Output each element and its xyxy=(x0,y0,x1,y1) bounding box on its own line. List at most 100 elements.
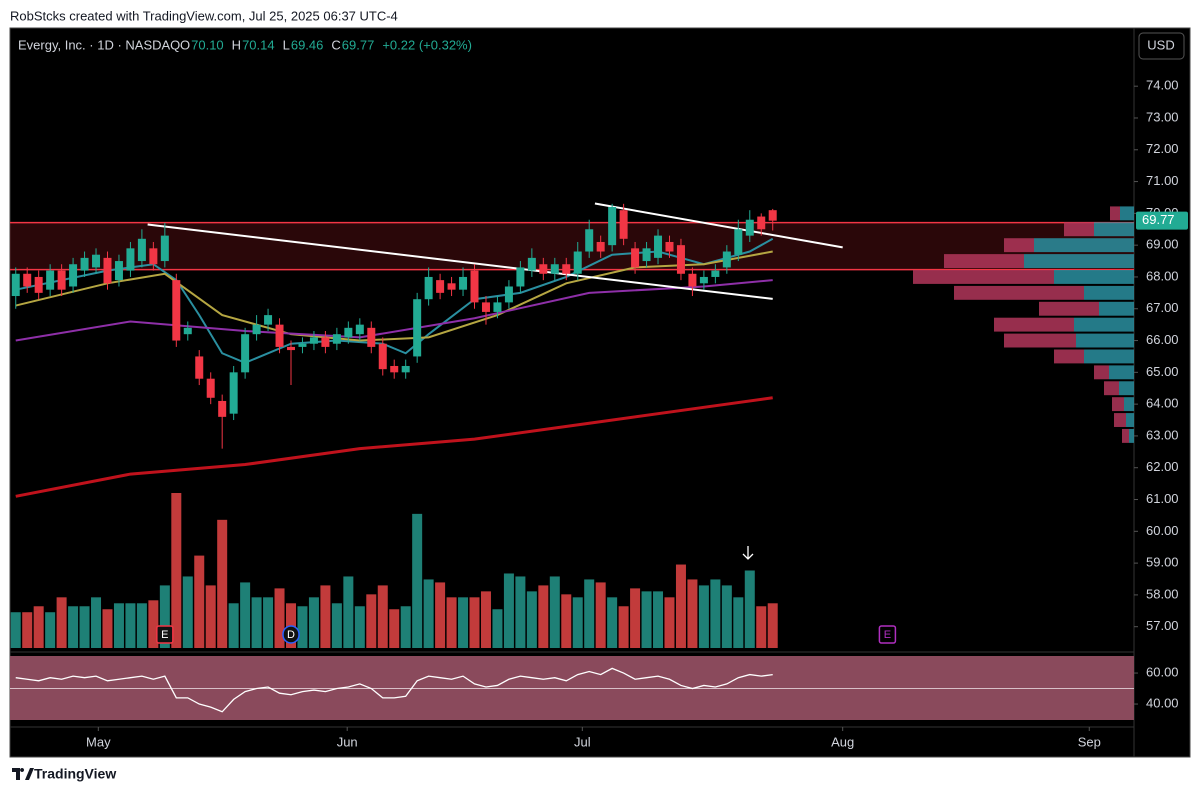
credit: RobStcks created with TradingView.com, J… xyxy=(10,8,398,23)
volume-bar xyxy=(607,597,618,648)
profile-up xyxy=(1129,428,1134,443)
rsi-background xyxy=(10,656,1134,720)
currency[interactable]: USD xyxy=(1147,37,1174,52)
candle-body xyxy=(378,343,387,370)
y-tick-label: 59.00 xyxy=(1146,555,1179,570)
x-tick-label: May xyxy=(86,734,111,749)
candle-body xyxy=(722,251,731,268)
profile-down xyxy=(1094,365,1109,380)
profile-up xyxy=(1034,238,1134,253)
candle-body xyxy=(287,346,295,351)
volume-bar xyxy=(136,603,147,648)
ohlc-value: 70.10 xyxy=(191,37,224,52)
volume-bar xyxy=(320,585,331,648)
candle-body xyxy=(149,248,158,265)
volume-bar xyxy=(56,597,67,648)
y-tick-label: 74.00 xyxy=(1146,78,1179,93)
candle-body xyxy=(229,372,238,414)
volume-bar xyxy=(446,597,457,648)
profile-down xyxy=(954,285,1084,300)
ohlc-value: 70.14 xyxy=(242,37,275,52)
candle-body xyxy=(585,229,594,252)
volume-bar xyxy=(91,597,102,648)
volume-bar xyxy=(549,576,560,648)
candle-body xyxy=(631,248,640,268)
profile-up xyxy=(1099,301,1134,316)
candle-body xyxy=(665,241,674,252)
candle-body xyxy=(424,276,433,300)
volume-bar xyxy=(217,519,228,648)
volume-bar xyxy=(435,582,446,648)
profile-up xyxy=(1119,381,1134,396)
candle-body xyxy=(619,210,628,239)
candle-body xyxy=(550,264,559,274)
ohlc-key: O xyxy=(180,37,190,52)
y-tick-label: 64.00 xyxy=(1146,396,1179,411)
y-tick-label: 69.00 xyxy=(1146,237,1179,252)
volume-bar xyxy=(389,609,400,648)
candle-body xyxy=(699,276,708,284)
candle-body xyxy=(344,327,353,338)
candle-body xyxy=(69,264,78,287)
volume-bar xyxy=(584,579,595,648)
candle-body xyxy=(596,241,605,252)
x-tick-label: Jun xyxy=(337,734,358,749)
profile-down xyxy=(1104,381,1119,396)
currency-box[interactable] xyxy=(1138,32,1185,60)
profile-down xyxy=(1004,238,1034,253)
candle-body xyxy=(390,365,399,373)
candle-body xyxy=(654,235,663,258)
candle-body xyxy=(172,280,181,341)
volume-bar xyxy=(308,597,319,648)
volume-bar xyxy=(125,603,136,648)
candle-body xyxy=(401,365,410,373)
profile-down xyxy=(944,254,1024,269)
candle-body xyxy=(470,270,479,303)
candle-body xyxy=(80,257,89,271)
volume-bar xyxy=(366,594,377,648)
volume-bar xyxy=(503,573,514,648)
y-tick-label: 68.00 xyxy=(1146,268,1179,283)
profile-down xyxy=(913,270,1054,284)
profile-up xyxy=(1084,285,1134,300)
candle-body xyxy=(137,238,146,262)
volume-bar xyxy=(10,612,21,648)
volume-bar xyxy=(228,603,239,648)
volume-bar xyxy=(526,591,537,648)
volume-bar xyxy=(33,606,44,648)
y-tick-label: 73.00 xyxy=(1146,109,1179,124)
candle-body xyxy=(126,248,135,271)
x-tick-label: Sep xyxy=(1078,734,1101,749)
symbol: Evergy, Inc. · 1D · NASDAQ xyxy=(18,37,180,52)
volume-bar xyxy=(412,513,423,648)
profile-down xyxy=(1054,349,1084,364)
candle-body xyxy=(608,207,617,246)
candle-body xyxy=(241,334,250,373)
candle-body xyxy=(218,400,227,417)
trendline xyxy=(147,223,773,300)
x-tick-label: Aug xyxy=(831,734,854,749)
profile-up xyxy=(1074,317,1134,332)
candle-body xyxy=(275,324,284,347)
profile-down xyxy=(1112,397,1124,412)
candle-body xyxy=(367,327,376,347)
ohlc-key: C xyxy=(331,37,340,52)
candle-body xyxy=(103,257,112,284)
profile-down xyxy=(1004,333,1076,348)
last-price-tag xyxy=(1136,211,1188,230)
volume-bar xyxy=(274,588,285,648)
candle-body xyxy=(676,245,685,274)
candle-body xyxy=(23,273,32,287)
candle-body xyxy=(183,327,192,335)
volume-bar xyxy=(194,555,205,648)
candle-body xyxy=(504,286,513,303)
candle-body xyxy=(332,334,341,344)
y-tick-label: 60.00 xyxy=(1146,523,1179,538)
candle-body xyxy=(195,356,204,379)
candle-body xyxy=(11,273,20,297)
candle-body xyxy=(642,248,651,262)
ohlc-value: 69.46 xyxy=(291,37,324,52)
candle-body xyxy=(160,235,169,262)
volume-bar xyxy=(687,579,698,648)
